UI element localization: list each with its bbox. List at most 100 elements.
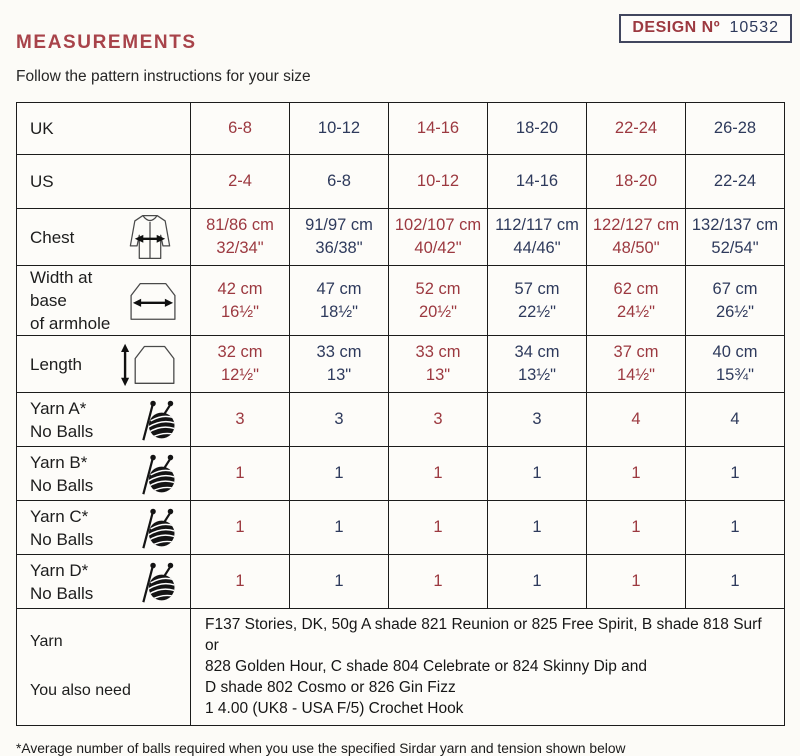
size-value: 20½" [419, 302, 457, 321]
size-value: 57 cm [514, 279, 560, 298]
row-label: No Balls [30, 529, 94, 549]
table-row-chest: Chest [16, 208, 785, 266]
yarn-details-line: 828 Golden Hour, C shade 804 Celebrate o… [205, 658, 648, 675]
size-cell: 1 [289, 554, 389, 609]
size-value: 13" [425, 366, 451, 384]
size-cell: 22-24 [685, 154, 785, 209]
size-value: 26-28 [713, 119, 757, 137]
size-value: 6-8 [327, 172, 351, 190]
size-cell: 1 [190, 446, 290, 501]
size-cell: 18-20 [586, 154, 686, 209]
size-value: 44/46" [513, 239, 561, 257]
size-cell: 4 [586, 392, 686, 447]
size-cell: 18-20 [487, 102, 587, 155]
size-value: 1 [730, 518, 740, 536]
table-row-armhole-width: Width at base of armhole [16, 265, 785, 336]
size-value: 15¾" [716, 366, 754, 384]
size-value: 67 cm [712, 279, 758, 298]
size-cell: 1 [586, 554, 686, 609]
size-value: 40/42" [414, 239, 462, 257]
size-cell: 22-24 [586, 102, 686, 155]
size-value: 13½" [518, 366, 556, 384]
table-row-yarn-a: Yarn A* No Balls [16, 392, 785, 447]
size-cell: 62 cm 24½" [586, 265, 686, 336]
size-cell: 32 cm 12½" [190, 335, 290, 393]
size-value: 3 [433, 410, 443, 428]
size-value: 1 [433, 518, 443, 536]
row-label: No Balls [30, 475, 94, 495]
page-subtitle: Follow the pattern instructions for your… [16, 68, 311, 85]
size-value: 36/38" [315, 239, 363, 257]
size-value: 3 [334, 410, 344, 428]
size-cell: 3 [388, 392, 488, 447]
size-value: 1 [235, 572, 245, 590]
row-label: No Balls [30, 421, 94, 441]
design-label: DESIGN Nº [632, 19, 721, 36]
row-header-armhole-width: Width at base of armhole [16, 265, 191, 336]
table-row-yarn-info: Yarn You also need F137 Stories, DK, 50g… [16, 608, 785, 726]
row-label: of armhole [30, 314, 111, 333]
size-cell: 3 [289, 392, 389, 447]
row-label: Length [30, 354, 82, 374]
size-value: 26½" [716, 302, 754, 321]
you-also-need-label: You also need [30, 682, 131, 699]
size-cell: 1 [388, 554, 488, 609]
size-cell: 1 [487, 446, 587, 501]
size-value: 4 [730, 410, 740, 428]
row-label: Width at base [30, 268, 93, 310]
size-value: 42 cm [217, 279, 263, 298]
size-value: 22-24 [614, 119, 658, 137]
size-value: 62 cm [613, 279, 659, 298]
body-length-arrow-icon [118, 341, 180, 387]
row-header-yarn-d: Yarn D* No Balls [16, 554, 191, 609]
size-value: 3 [235, 410, 245, 428]
row-label: Chest [30, 227, 75, 247]
size-cell: 42 cm 16½" [190, 265, 290, 336]
row-header-uk: UK [16, 102, 191, 155]
size-value: 32/34" [216, 239, 264, 257]
yarn-ball-needles-icon [136, 452, 180, 496]
row-header-yarn-a: Yarn A* No Balls [16, 392, 191, 447]
body-width-arrow-icon [126, 280, 180, 322]
size-value: 18½" [320, 302, 358, 321]
crochet-hook-line: 1 4.00 (UK8 - USA F/5) Crochet Hook [205, 700, 464, 717]
size-cell: 1 [190, 500, 290, 555]
size-value: 1 [631, 572, 641, 590]
table-row-yarn-c: Yarn C* No Balls [16, 500, 785, 555]
row-label: No Balls [30, 583, 94, 603]
row-label: Yarn A* [30, 398, 87, 418]
size-value: 1 [631, 464, 641, 482]
size-value: 14½" [617, 366, 655, 384]
design-number-box: DESIGN Nº 10532 [619, 14, 792, 43]
row-label: Yarn D* [30, 560, 89, 580]
size-value: 48/50" [612, 239, 660, 257]
size-value: 91/97 cm [305, 216, 373, 234]
size-value: 1 [433, 464, 443, 482]
size-value: 10-12 [317, 119, 361, 137]
row-label: US [30, 172, 54, 191]
size-cell: 57 cm 22½" [487, 265, 587, 336]
size-cell: 52 cm 20½" [388, 265, 488, 336]
size-cell: 4 [685, 392, 785, 447]
table-row-yarn-d: Yarn D* No Balls [16, 554, 785, 609]
size-cell: 34 cm 13½" [487, 335, 587, 393]
size-cell: 26-28 [685, 102, 785, 155]
size-cell: 1 [487, 554, 587, 609]
row-label: Yarn B* [30, 452, 88, 472]
size-cell: 3 [190, 392, 290, 447]
size-value: 22½" [518, 302, 556, 321]
size-value: 13" [326, 366, 352, 384]
size-value: 6-8 [228, 119, 252, 137]
size-cell: 37 cm 14½" [586, 335, 686, 393]
table-row-us: US 2-4 6-8 10-12 14-16 18-20 22-24 [16, 154, 785, 209]
size-cell: 91/97 cm 36/38" [289, 208, 389, 266]
size-cell: 33 cm 13" [388, 335, 488, 393]
footnote: *Average number of balls required when y… [16, 741, 626, 756]
size-value: 33 cm [316, 343, 362, 361]
size-cell: 1 [388, 446, 488, 501]
size-cell: 6-8 [289, 154, 389, 209]
yarn-ball-needles-icon [136, 560, 180, 604]
row-label: UK [30, 119, 54, 138]
row-header-yarn-b: Yarn B* No Balls [16, 446, 191, 501]
